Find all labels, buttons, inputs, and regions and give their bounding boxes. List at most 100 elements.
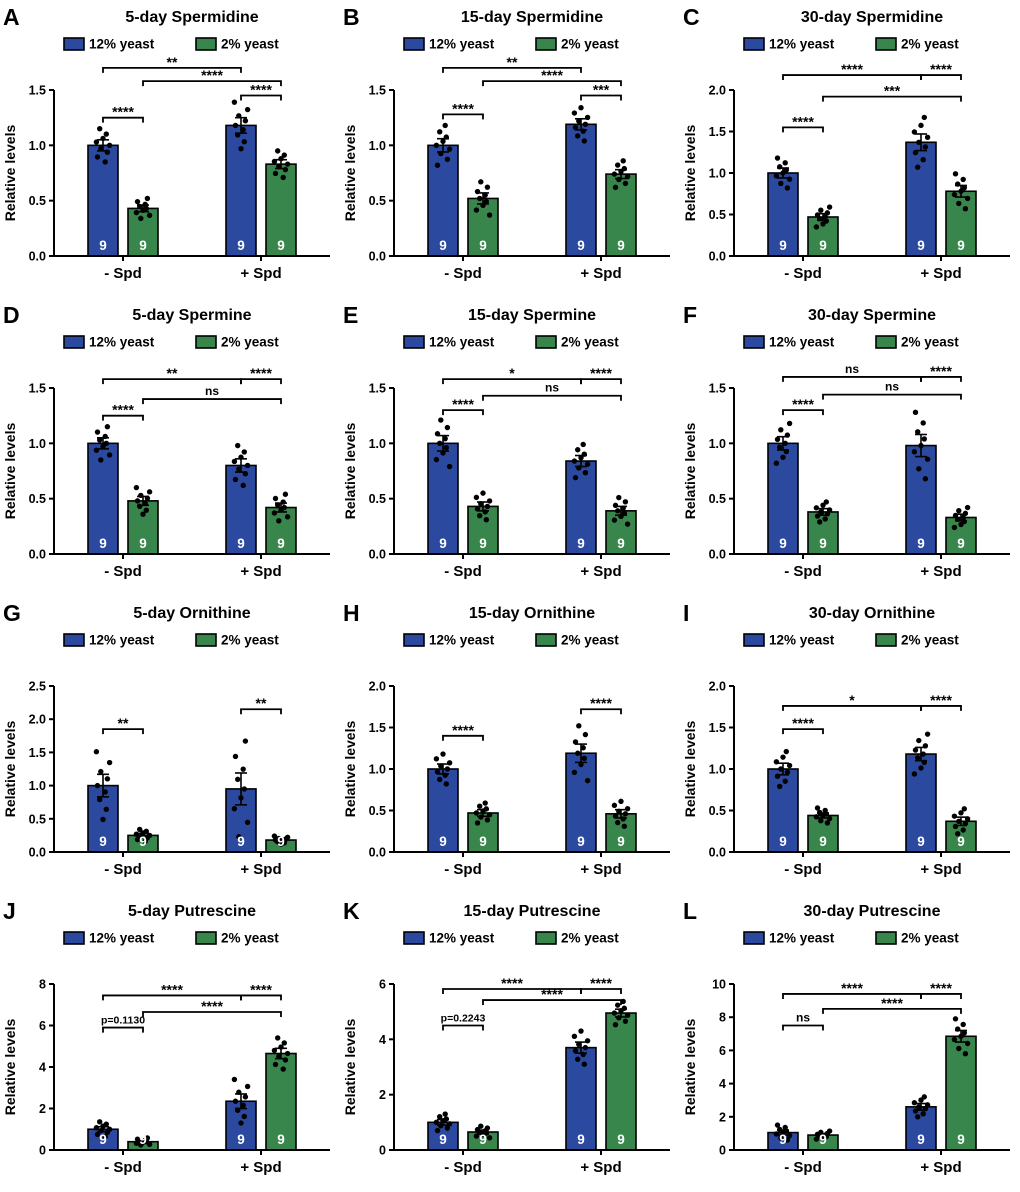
data-dot [284,161,291,167]
data-dot [446,463,453,470]
bar-2-yeast-plus-spd [945,1035,977,1151]
data-dot [244,1083,251,1090]
data-dot [955,831,961,837]
data-dot [146,832,153,839]
data-dot [911,449,918,455]
data-dot [826,507,833,513]
data-dot [244,819,251,826]
scatter-dots [271,148,291,181]
data-dot [240,482,246,489]
n-label: 9 [277,536,285,551]
y-tick-label: 1.5 [709,125,726,139]
n-label: 9 [819,536,827,551]
data-dot [778,427,784,433]
x-tick-label: + Spd [580,563,621,580]
sig-bracket [240,378,282,385]
scatter-dots [571,441,591,481]
data-dot [242,738,249,744]
n-label: 9 [917,834,925,849]
data-dot [482,509,488,515]
data-dot [94,429,101,435]
y-tick-label: 0.5 [29,194,46,208]
sig-label: ** [118,715,129,731]
scatter-dots [611,158,631,191]
data-dot [616,1015,622,1021]
data-dot [284,514,291,520]
data-dot [924,456,931,462]
data-dot [98,145,104,152]
scatter-dots [571,723,591,784]
bar-12-yeast-plus-spd [565,123,597,257]
scatter-dots [133,826,153,845]
data-dot [446,1121,453,1127]
panel-title: 30-day Putrescine [804,903,941,920]
n-label: 9 [819,834,827,849]
panel-title: 5-day Putrescine [128,903,256,920]
data-dot [238,1120,244,1126]
n-label: 9 [99,1132,107,1147]
y-tick-label: 1.0 [709,763,726,777]
data-dot [826,1128,833,1134]
data-dot [444,766,451,772]
legend-swatch-2-yeast [875,37,897,51]
x-tick-label: + Spd [240,861,281,878]
scatter-dots [93,126,113,165]
data-dot [615,508,621,514]
legend: 12% yeast 2% yeast [403,633,619,648]
scatter-dots [611,798,631,829]
legend-label: 12% yeast [89,931,155,946]
data-dot [618,798,624,805]
scatter-dots [133,195,153,222]
legend-swatch-12-yeast [743,335,765,349]
n-label: 9 [439,834,447,849]
n-label: 9 [277,238,285,253]
data-dot [783,167,789,173]
scatter-dots [911,114,931,170]
y-tick-label: 0 [719,1144,726,1158]
data-dot [584,461,591,467]
data-dot [238,795,244,801]
panel-title: 15-day Spermine [468,307,596,324]
data-dot [956,818,962,824]
y-tick-label: 0.5 [709,208,726,222]
data-dot [622,1018,629,1024]
data-dot [921,1094,927,1100]
y-tick-label: 1.0 [29,779,46,793]
data-dot [433,456,440,463]
data-dot [615,819,621,826]
data-dot [102,789,108,795]
legend-swatch-12-yeast [63,931,85,945]
legend: 12% yeast 2% yeast [63,37,279,52]
scatter-dots [473,490,493,523]
n-label: 9 [479,1132,487,1147]
legend-label: 2% yeast [901,633,959,648]
data-dot [777,444,783,450]
y-tick-label: 2.0 [29,713,46,727]
legend-swatch-2-yeast [875,633,897,647]
data-dot [778,1135,784,1141]
data-dot [813,505,820,511]
data-dot [951,1036,958,1043]
data-dot [622,499,629,505]
legend-swatch-12-yeast [403,37,425,51]
y-tick-label: 10 [712,978,726,992]
panel-C: C 30-day Spermidine 12% yeast 2% yeast 9 9 9 9 0… [680,0,1020,298]
data-dot [146,489,153,495]
data-dot [477,195,483,202]
data-dot [278,1044,284,1050]
data-dot [823,218,829,224]
data-dot [822,807,828,814]
x-tick-label: - Spd [444,1159,482,1176]
data-dot [611,171,618,177]
data-dot [580,1051,586,1058]
data-dot [611,517,618,523]
panel-letter: A [3,4,20,30]
bar-12-yeast-minus-spd [427,768,459,853]
y-axis-label: Relative levels [682,125,698,222]
y-tick-label: 0.5 [369,194,386,208]
data-dot [106,452,113,458]
scatter-dots [93,749,113,823]
data-dot [780,454,786,460]
data-dot [102,159,108,165]
sig-label: **** [541,67,563,83]
